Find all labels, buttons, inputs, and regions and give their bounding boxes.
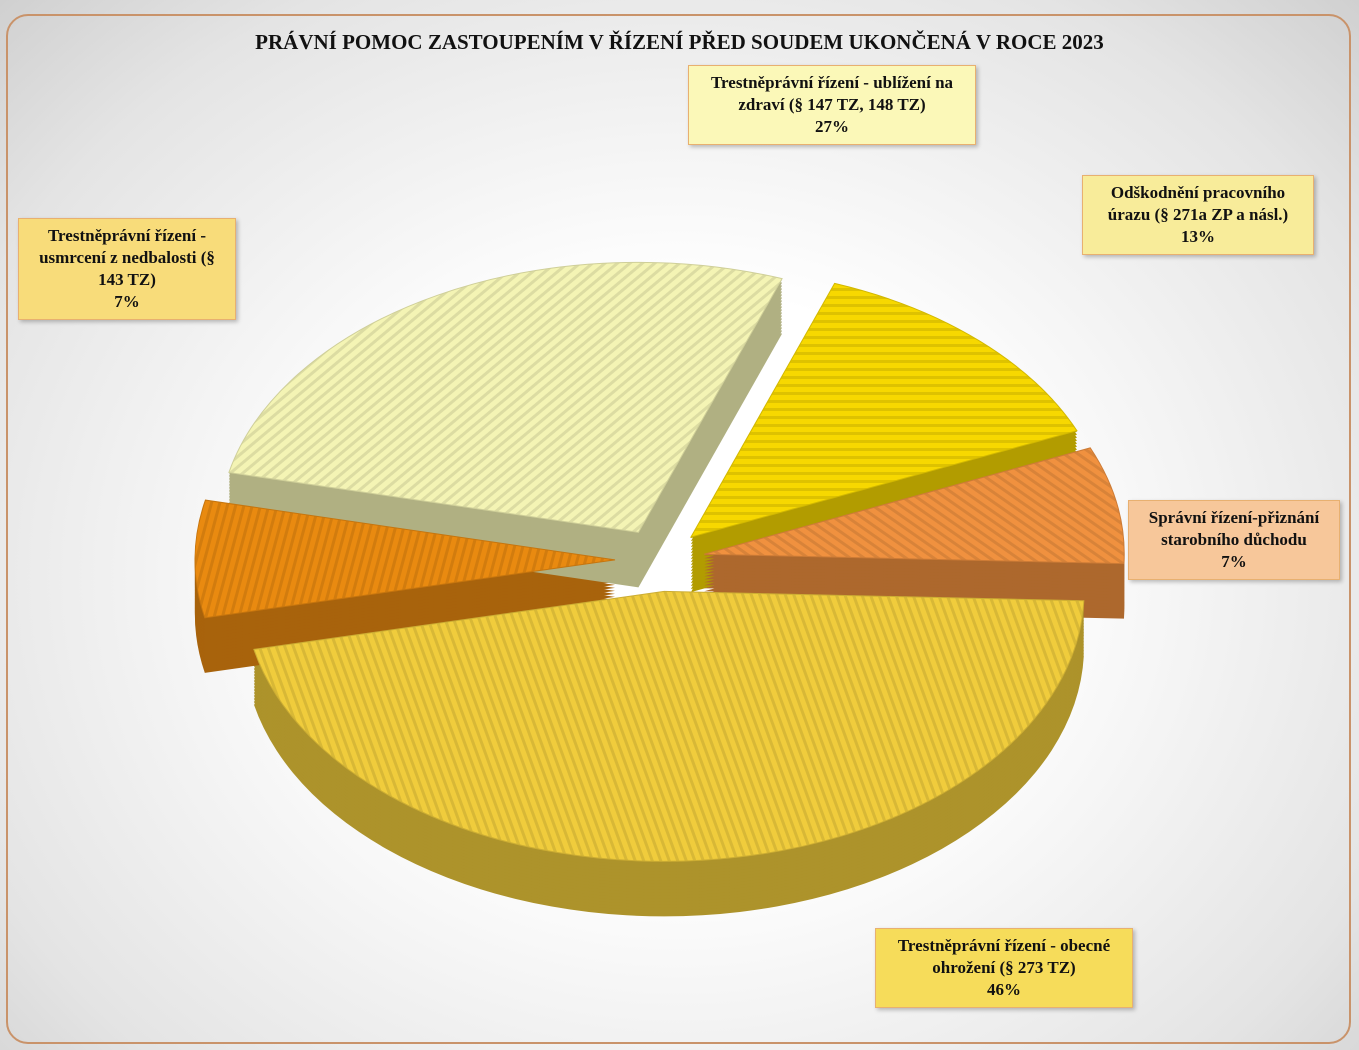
value-label: 46% [987,980,1021,999]
value-label: 13% [1181,227,1215,246]
data-label: Trestněprávní řízení - obecné ohrožení (… [875,928,1133,1008]
value-label: 7% [114,292,140,311]
value-label: 7% [1221,552,1247,571]
slice [194,499,616,619]
data-label: Trestněprávní řízení - usmrcení z nedbal… [18,218,236,320]
data-label: Trestněprávní řízení - ublížení na zdrav… [688,65,976,145]
data-label: Správní řízení-přiznání starobního důcho… [1128,500,1340,580]
category-label: Trestněprávní řízení - usmrcení z nedbal… [39,226,215,289]
category-label: Trestněprávní řízení - ublížení na zdrav… [710,73,954,114]
frame [6,14,1351,1044]
category-label: Odškodnění pracovního úrazu (§ 271a ZP a… [1107,183,1289,224]
data-label: Odškodnění pracovního úrazu (§ 271a ZP a… [1082,175,1314,255]
value-label: 27% [815,117,849,136]
chart-title: PRÁVNÍ POMOC ZASTOUPENÍM V ŘÍZENÍ PŘED S… [255,30,1104,54]
category-label: Trestněprávní řízení - obecné ohrožení (… [897,936,1111,977]
slice [228,261,783,533]
slice [253,590,1085,862]
slice [689,282,1078,538]
category-label: Správní řízení-přiznání starobního důcho… [1148,508,1320,549]
slice [704,447,1125,565]
